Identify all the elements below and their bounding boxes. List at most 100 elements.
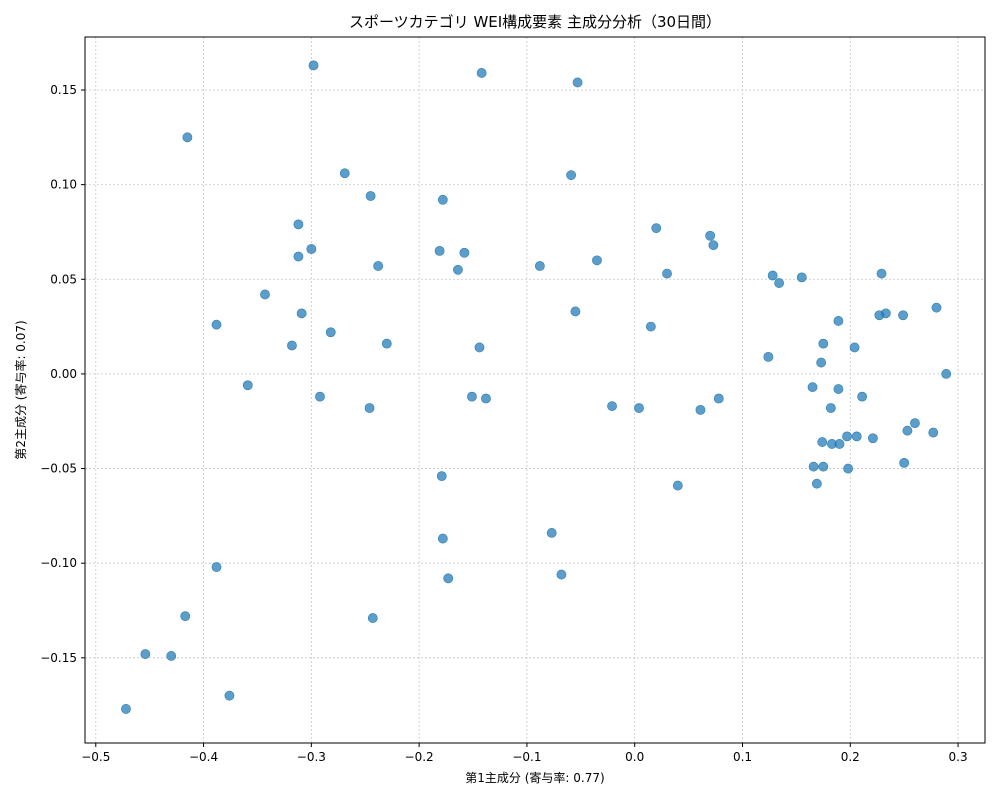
scatter-point — [434, 245, 445, 256]
scatter-point — [166, 651, 177, 661]
scatter-point — [808, 461, 819, 472]
scatter-point — [293, 251, 304, 262]
scatter-point — [546, 528, 557, 538]
scatter-point — [713, 393, 724, 404]
scatter-point — [296, 308, 307, 319]
scatter-point — [325, 327, 336, 338]
ticks-layer: −0.5 −0.4 −0.3 −0.2 −0.1 0.0 0.1 0.2 0.3 −0.15 −0.… — [40, 83, 967, 764]
scatter-point — [899, 457, 910, 468]
scatter-point — [672, 480, 683, 491]
scatter-point — [842, 431, 852, 442]
scatter-point — [833, 316, 844, 326]
scatter-point — [796, 272, 807, 283]
scatter-point — [437, 194, 448, 205]
scatter-point — [876, 268, 887, 279]
scatter-point — [817, 437, 828, 447]
grid-layer — [85, 37, 985, 743]
scatter-point — [898, 310, 908, 321]
scatter-point — [818, 461, 829, 472]
scatter-point — [373, 261, 384, 271]
scatter-point — [293, 219, 304, 230]
scatter-point — [816, 357, 827, 368]
scatter-point — [651, 223, 662, 234]
scatter-point — [645, 321, 656, 332]
scatter-point — [556, 569, 567, 580]
scatter-point — [180, 611, 191, 622]
x-tick-label: −0.3 — [297, 750, 326, 764]
scatter-point — [474, 342, 485, 353]
scatter-point — [818, 338, 829, 349]
scatter-point — [592, 255, 602, 266]
x-tick-label: 0.3 — [949, 750, 968, 764]
chart-title: スポーツカテゴリ WEI構成要素 主成分分析（30日間） — [349, 13, 721, 31]
x-tick-label: −0.4 — [189, 750, 218, 764]
scatter-point — [467, 391, 477, 402]
scatter-point — [242, 380, 253, 391]
scatter-point — [572, 77, 583, 88]
x-tick-label: 0.0 — [625, 750, 644, 764]
scatter-point — [315, 391, 325, 402]
scatter-point — [662, 268, 672, 279]
scatter-point — [121, 704, 131, 714]
y-tick-label: 0.10 — [50, 178, 77, 192]
scatter-point — [453, 264, 463, 275]
scatter-point — [910, 418, 920, 429]
scatter-point — [902, 425, 913, 436]
scatter-point — [941, 369, 952, 379]
scatter-point — [570, 306, 581, 317]
scatter-point — [763, 351, 774, 362]
scatter-point — [868, 433, 878, 444]
x-axis-label: 第1主成分 (寄与率: 0.77) — [465, 770, 604, 785]
scatter-point — [566, 170, 577, 181]
scatter-point — [767, 270, 778, 281]
scatter-point — [834, 439, 845, 449]
scatter-point — [287, 340, 297, 351]
scatter-point — [705, 230, 716, 241]
scatter-point — [476, 68, 487, 78]
x-tick-label: 0.1 — [733, 750, 752, 764]
y-tick-label: 0.00 — [50, 367, 77, 381]
scatter-point — [825, 403, 836, 413]
scatter-point — [339, 168, 350, 179]
scatter-point — [365, 191, 376, 201]
x-tick-label: −0.1 — [512, 750, 541, 764]
y-tick-label: 0.05 — [50, 272, 77, 286]
scatter-point — [381, 338, 392, 349]
scatter-point — [833, 384, 844, 394]
scatter-point — [534, 261, 545, 271]
scatter-point — [708, 240, 719, 251]
scatter-point — [774, 278, 785, 288]
scatter-point — [843, 463, 854, 474]
scatter-point — [928, 427, 939, 438]
scatter-point — [364, 403, 375, 413]
scatter-point — [931, 302, 942, 313]
scatter-point — [607, 401, 617, 411]
scatter-point — [811, 478, 822, 489]
scatter-point — [481, 393, 491, 404]
scatter-point — [367, 613, 378, 623]
x-tick-label: −0.5 — [81, 750, 110, 764]
scatter-point — [443, 573, 454, 584]
scatter-point — [634, 403, 644, 413]
x-tick-label: 0.2 — [841, 750, 860, 764]
y-tick-label: −0.05 — [40, 462, 77, 476]
scatter-point — [459, 247, 470, 258]
scatter-point — [849, 342, 860, 353]
scatter-point — [874, 310, 885, 321]
y-tick-label: −0.10 — [40, 556, 77, 570]
scatter-point — [437, 533, 448, 544]
scatter-point — [260, 289, 270, 300]
points-layer — [121, 60, 952, 714]
y-axis-label: 第2主成分 (寄与率: 0.07) — [13, 320, 28, 459]
scatter-point — [436, 471, 447, 482]
scatter-point — [807, 382, 818, 393]
x-tick-label: −0.2 — [405, 750, 434, 764]
scatter-point — [211, 562, 222, 572]
scatter-point — [851, 431, 862, 442]
scatter-point — [857, 391, 868, 402]
scatter-point — [695, 404, 706, 415]
plot-frame — [84, 36, 986, 744]
scatter-point — [140, 649, 151, 659]
